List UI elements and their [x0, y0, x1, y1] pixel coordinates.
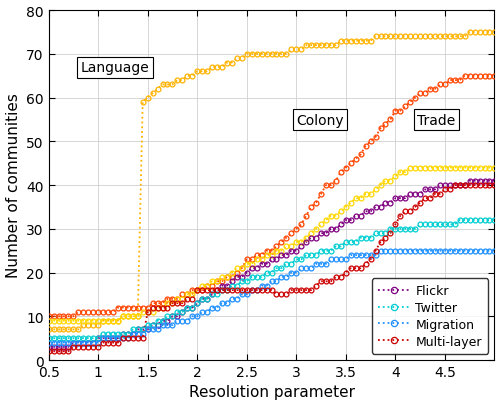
Legend: Flickr, Twitter, Migration, Multi-layer: Flickr, Twitter, Migration, Multi-layer [372, 278, 488, 354]
Text: Colony: Colony [296, 113, 344, 128]
Text: Language: Language [80, 61, 149, 75]
X-axis label: Resolution parameter: Resolution parameter [188, 384, 354, 399]
Y-axis label: Number of communities: Number of communities [6, 94, 20, 278]
Text: Trade: Trade [417, 113, 456, 128]
